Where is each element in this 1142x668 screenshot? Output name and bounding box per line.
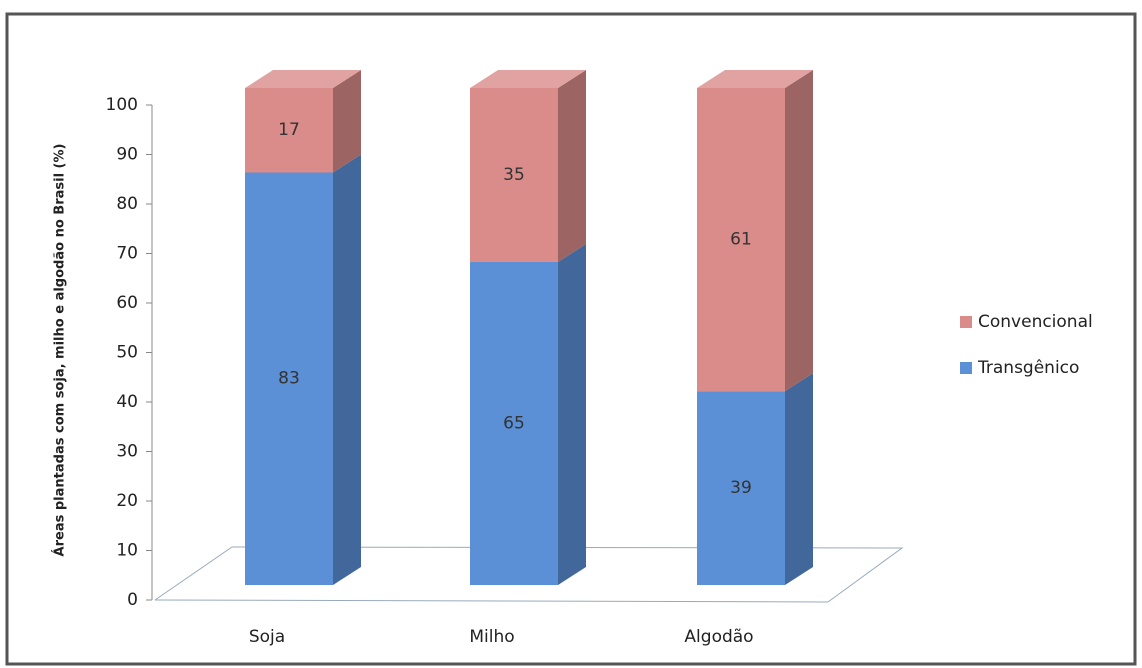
bar <box>470 88 558 262</box>
y-tick-label: 80 <box>116 194 138 214</box>
bar <box>245 88 333 173</box>
bar-side <box>558 70 586 262</box>
data-label: 83 <box>278 369 300 389</box>
y-tick-label: 60 <box>116 293 138 313</box>
y-tick-label: 90 <box>116 145 138 165</box>
data-label: 17 <box>278 120 300 140</box>
bar-side <box>785 70 813 392</box>
bar <box>697 391 785 585</box>
x-tick-label: Algodão <box>684 627 753 647</box>
bar-top <box>697 70 813 88</box>
y-tick-label: 30 <box>116 442 138 462</box>
bar <box>245 172 333 586</box>
y-axis-label: Áreas plantadas com soja, milho e algodã… <box>52 144 68 557</box>
bar <box>470 261 558 585</box>
bar-top <box>245 70 361 88</box>
bar-side <box>333 154 361 586</box>
y-tick-label: 20 <box>116 491 138 511</box>
data-label: 39 <box>730 478 752 498</box>
y-tick-label: 0 <box>127 590 138 610</box>
x-tick-label: Milho <box>469 627 514 647</box>
bar-side <box>558 243 586 585</box>
bar-side <box>785 373 813 585</box>
legend-label: Transgênico <box>977 358 1079 378</box>
y-tick-label: 70 <box>116 244 138 264</box>
floor-front <box>154 599 829 603</box>
legend-swatch <box>960 362 972 374</box>
bar <box>697 88 785 392</box>
x-tick-label: Soja <box>249 627 285 647</box>
data-label: 35 <box>503 165 525 185</box>
legend-swatch <box>960 316 972 328</box>
data-label: 65 <box>503 413 525 433</box>
y-tick-label: 100 <box>106 95 138 115</box>
legend-label: Convencional <box>978 312 1093 332</box>
y-tick-label: 50 <box>116 343 138 363</box>
bar-top <box>470 70 586 88</box>
data-label: 61 <box>730 230 752 250</box>
bar-side <box>333 70 361 173</box>
y-tick-label: 40 <box>116 392 138 412</box>
y-tick-label: 10 <box>116 541 138 561</box>
